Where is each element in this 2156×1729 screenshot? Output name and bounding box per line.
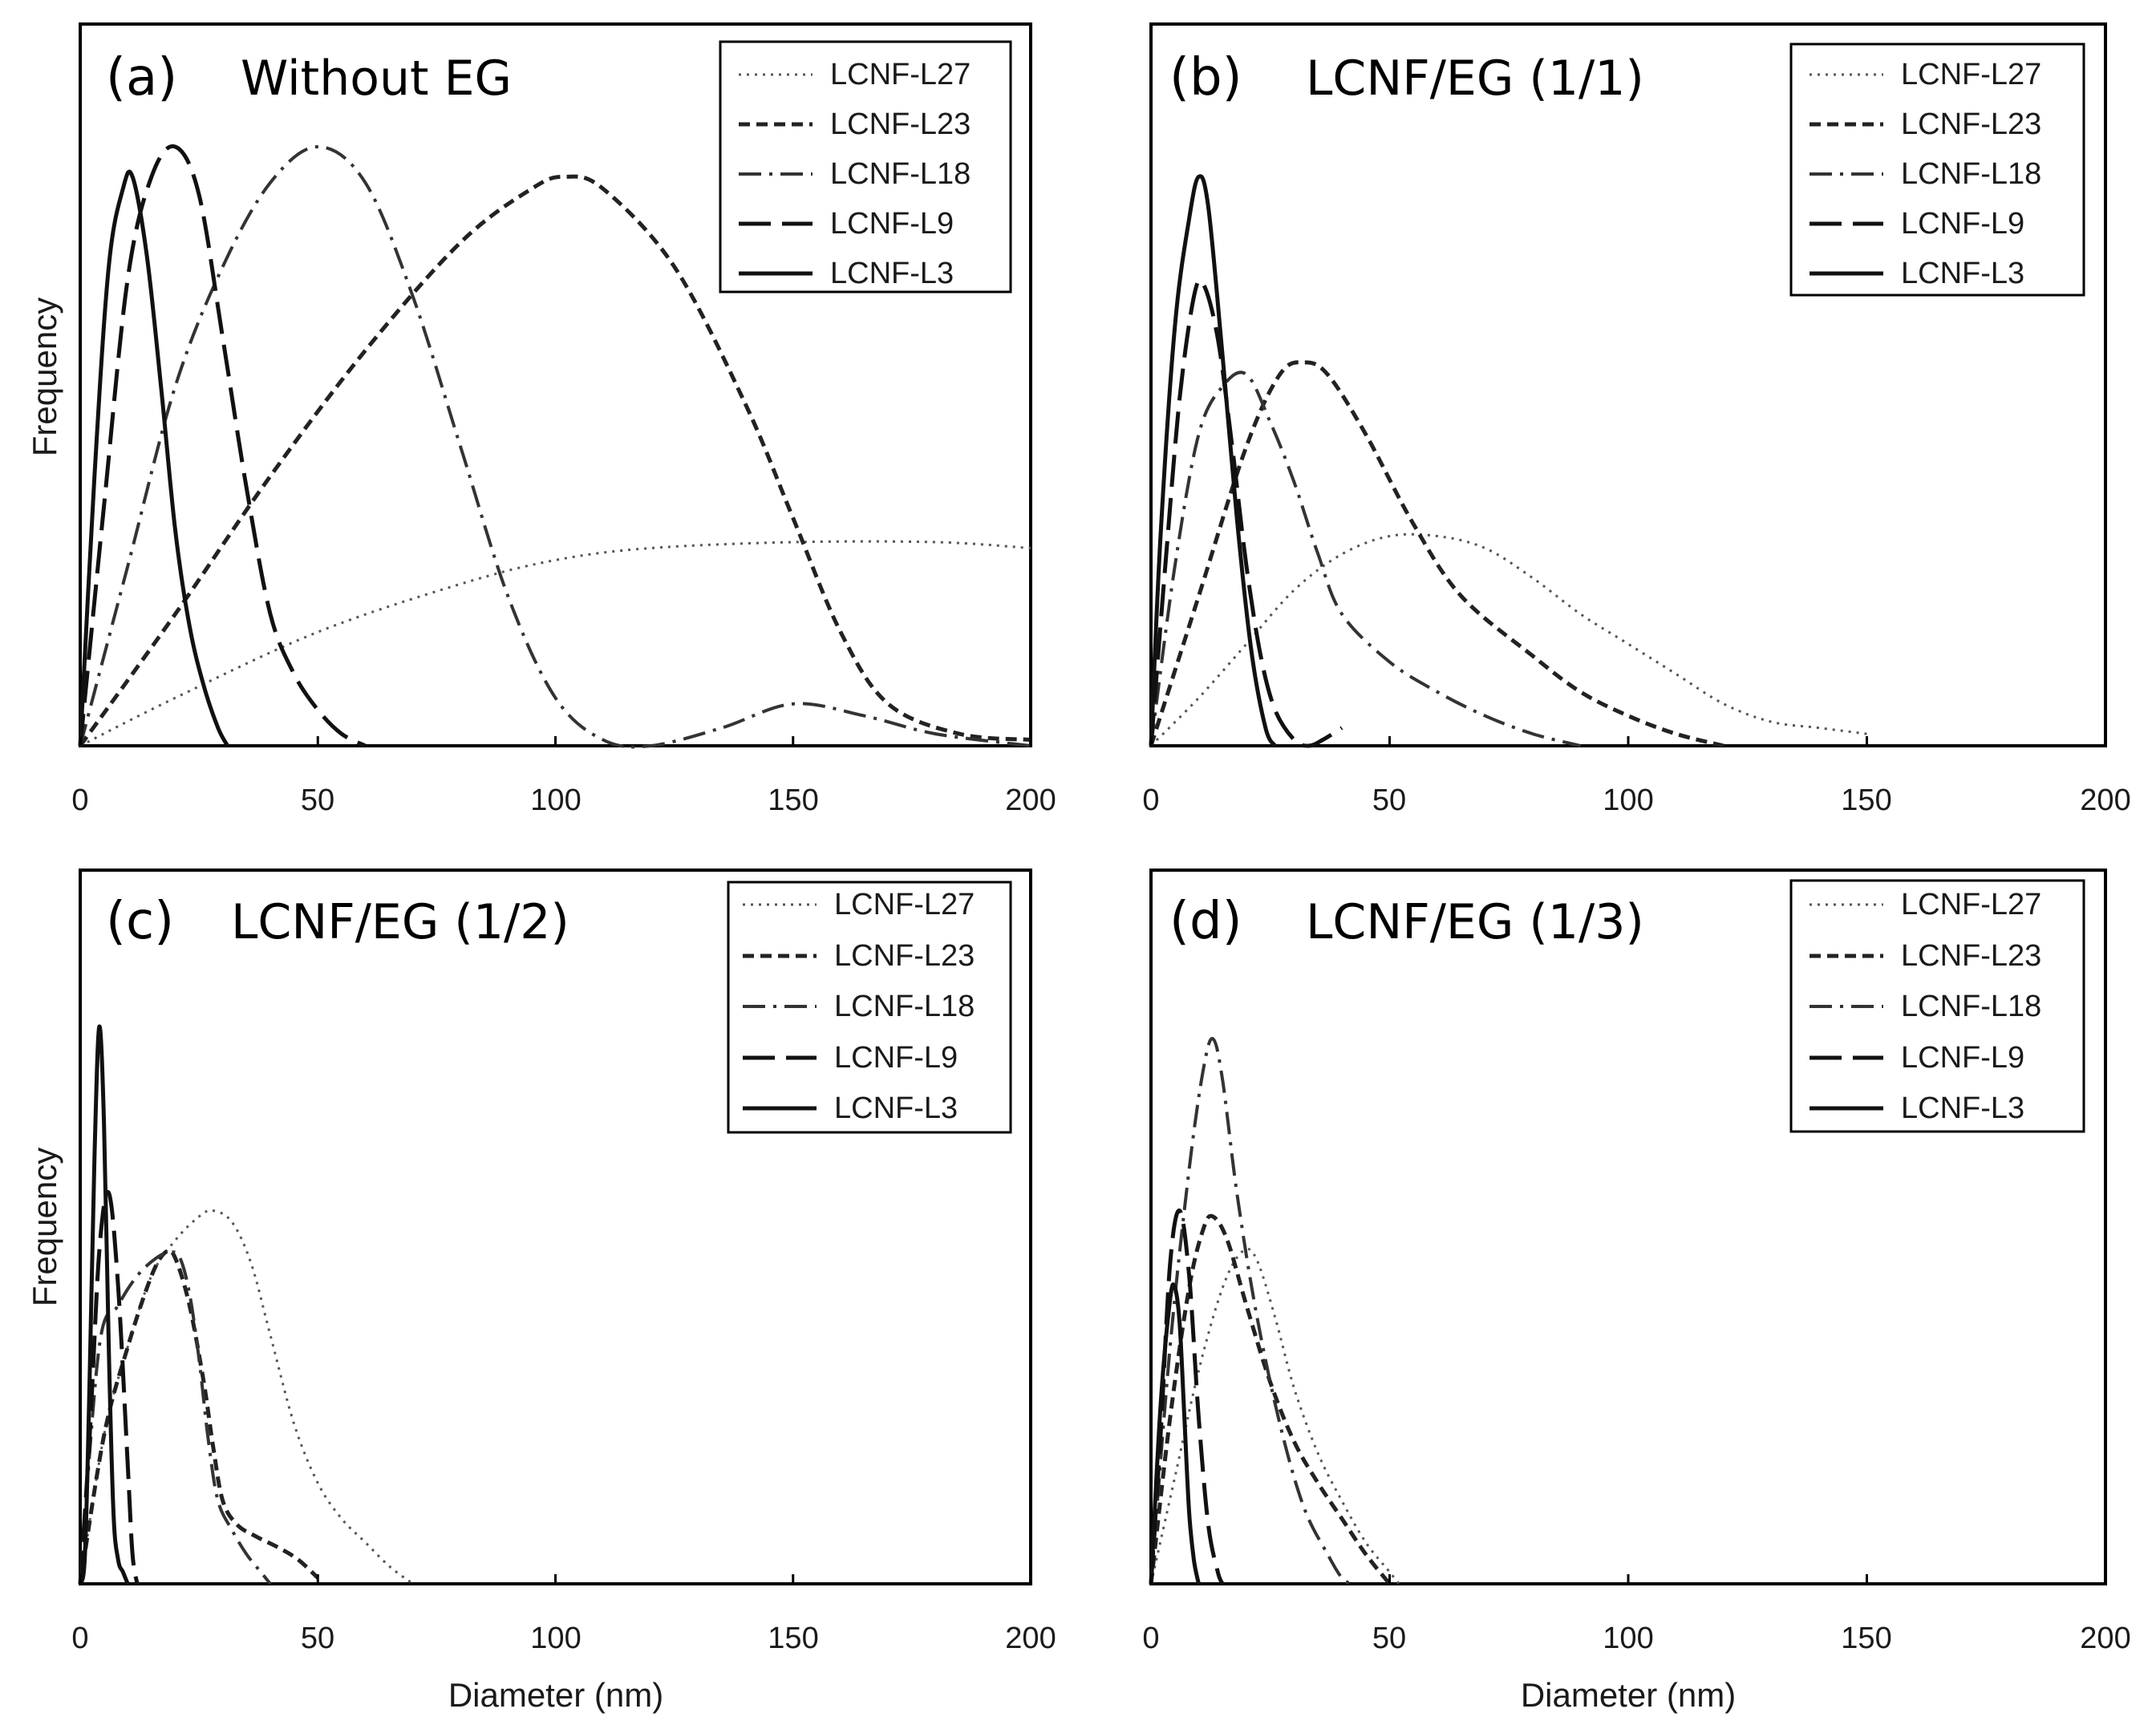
x-tick-label: 0 (71, 1622, 88, 1655)
x-tick-label: 0 (1142, 1622, 1159, 1655)
series-lcnf-l3 (1149, 1282, 1201, 1585)
panel-b: (b) LCNF/EG (1/1) LCNF-L27 LCNF-L23 LCNF… (1142, 22, 2131, 817)
x-tick-labels: 0 50 100 150 200 (71, 1622, 1056, 1655)
series-lcnf-l23 (1149, 1213, 1392, 1585)
series-lcnf-l27 (1149, 532, 1867, 747)
panel-label: (b) (1169, 48, 1242, 107)
panel-title: LCNF/EG (1/3) (1306, 894, 1644, 950)
panel-label: (a) (106, 48, 177, 107)
panel-title: Without EG (241, 51, 512, 107)
legend-label: LCNF-L3 (830, 257, 954, 290)
legend-label: LCNF-L23 (1901, 939, 2041, 973)
panel-label: (c) (106, 892, 174, 951)
legend-label: LCNF-L18 (834, 990, 975, 1023)
panel-c: (c) LCNF/EG (1/2) LCNF-L27 LCNF-L23 LCNF… (26, 869, 1056, 1714)
x-tick-label: 100 (530, 784, 581, 817)
x-tick-label: 150 (768, 784, 818, 817)
legend-label: LCNF-L9 (834, 1041, 958, 1075)
legend-frame (1789, 43, 2085, 297)
legend-label: LCNF-L23 (1901, 107, 2041, 141)
legend-label: LCNF-L27 (1901, 58, 2041, 91)
x-axis-title: Diameter (nm) (448, 1676, 663, 1714)
x-tick-labels: 0 50 100 150 200 (1142, 1622, 2130, 1655)
series-layer (1149, 174, 1867, 748)
legend-frame (1789, 879, 2085, 1133)
legend: LCNF-L27 LCNF-L23 LCNF-L18 LCNF-L9 LCNF-… (1789, 43, 2085, 297)
x-tick-label: 200 (1005, 784, 1056, 817)
series-lcnf-l27 (79, 540, 1031, 747)
x-tick-label: 0 (1142, 784, 1159, 817)
series-lcnf-l23 (78, 174, 1031, 747)
x-tick-label: 100 (530, 1622, 581, 1655)
x-tick-label: 100 (1603, 1622, 1653, 1655)
series-lcnf-l3 (78, 1024, 130, 1585)
legend-label: LCNF-L9 (1901, 207, 2024, 241)
series-layer (78, 1024, 414, 1585)
x-tick-labels: 0 50 100 150 200 (71, 784, 1056, 817)
x-tick-label: 0 (71, 784, 88, 817)
legend-label: LCNF-L9 (1901, 1041, 2024, 1075)
legend-label: LCNF-L23 (830, 107, 971, 141)
x-tick-label: 200 (1005, 1622, 1056, 1655)
series-lcnf-l18 (1149, 370, 1581, 747)
legend-label: LCNF-L3 (1901, 257, 2024, 290)
panel-title: LCNF/EG (1/1) (1306, 51, 1644, 107)
x-tick-label: 200 (2080, 1622, 2130, 1655)
panel-title: LCNF/EG (1/2) (231, 894, 569, 950)
legend-label: LCNF-L18 (1901, 990, 2041, 1023)
legend: LCNF-L27 LCNF-L23 LCNF-L18 LCNF-L9 LCNF-… (727, 881, 1012, 1134)
panel-a: (a) Without EG LCNF-L27 LCNF-L23 LCNF-L1… (26, 22, 1056, 817)
x-tick-label: 50 (301, 1622, 334, 1655)
panel-label: (d) (1169, 892, 1242, 951)
x-tick-labels: 0 50 100 150 200 (1142, 784, 2130, 817)
legend-label: LCNF-L27 (834, 888, 975, 921)
legend-label: LCNF-L18 (1901, 157, 2041, 191)
panel-d: (d) LCNF/EG (1/3) LCNF-L27 LCNF-L23 LCNF… (1142, 869, 2131, 1714)
series-layer (1149, 1037, 1400, 1585)
legend: LCNF-L27 LCNF-L23 LCNF-L18 LCNF-L9 LCNF-… (719, 40, 1012, 294)
y-axis-title: Frequency (26, 298, 63, 456)
x-tick-label: 50 (301, 784, 334, 817)
series-lcnf-l18 (79, 145, 1031, 749)
x-axis-title: Diameter (nm) (1521, 1676, 1736, 1714)
legend: LCNF-L27 LCNF-L23 LCNF-L18 LCNF-L9 LCNF-… (1789, 879, 2085, 1133)
series-lcnf-l27 (79, 1209, 414, 1585)
legend-label: LCNF-L18 (830, 157, 971, 191)
legend-label: LCNF-L9 (830, 207, 954, 241)
x-tick-label: 100 (1603, 784, 1653, 817)
legend-label: LCNF-L3 (834, 1091, 958, 1125)
legend-frame (719, 40, 1012, 294)
x-tick-label: 150 (1841, 1622, 1891, 1655)
series-lcnf-l9 (1149, 277, 1343, 748)
x-tick-label: 200 (2080, 784, 2130, 817)
series-lcnf-l9 (78, 144, 367, 748)
series-lcnf-l23 (1149, 360, 1724, 748)
x-tick-label: 150 (1841, 784, 1891, 817)
x-tick-label: 50 (1372, 784, 1406, 817)
series-layer (78, 144, 1031, 749)
series-lcnf-l3 (78, 169, 229, 747)
x-tick-label: 150 (768, 1622, 818, 1655)
legend-label: LCNF-L27 (830, 58, 971, 91)
x-tick-label: 50 (1372, 1622, 1406, 1655)
legend-label: LCNF-L3 (1901, 1091, 2024, 1125)
series-lcnf-l18 (1149, 1037, 1352, 1585)
series-lcnf-l3 (1149, 174, 1277, 747)
y-axis-title: Frequency (26, 1148, 63, 1306)
legend-label: LCNF-L27 (1901, 888, 2041, 921)
legend-label: LCNF-L23 (834, 939, 975, 973)
